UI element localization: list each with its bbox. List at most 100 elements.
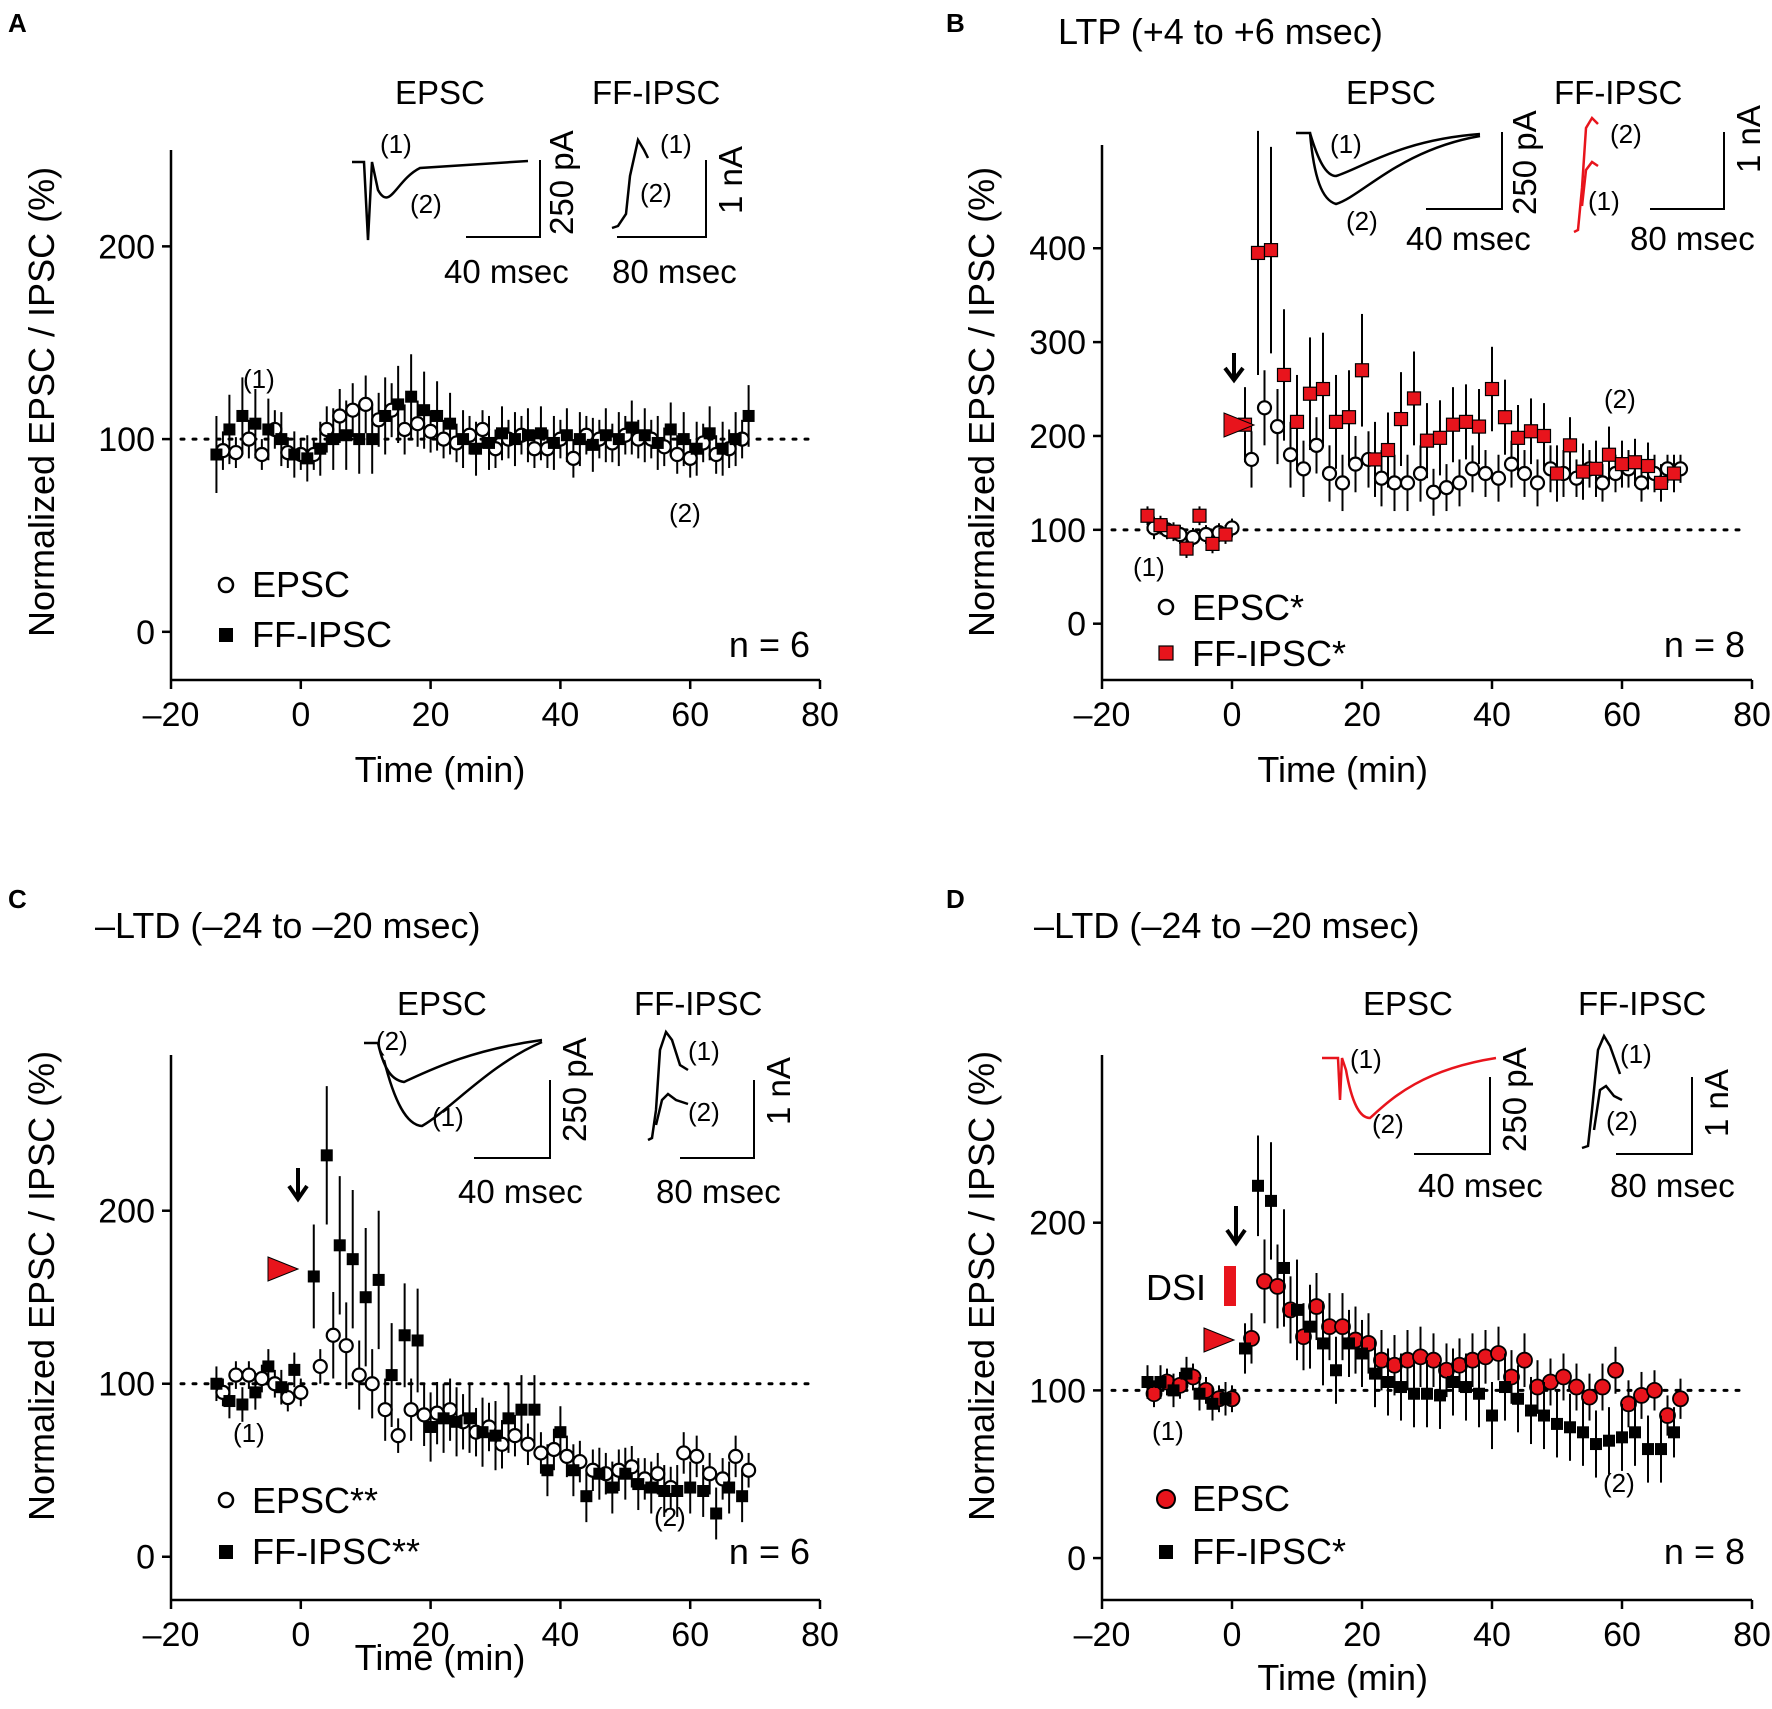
data-point: [1393, 411, 1409, 427]
data-point: [241, 1367, 257, 1383]
data-point: [1330, 1364, 1342, 1377]
data-point: [559, 1448, 575, 1464]
data-point: [1218, 527, 1233, 542]
data-point: [1304, 1320, 1316, 1333]
data-point: [423, 423, 439, 439]
scale-bar-epsc: [474, 1080, 551, 1159]
legend-label-ffipsc: FF-IPSC**: [252, 1531, 420, 1572]
data-point: [728, 1448, 744, 1464]
stimulus-arrow-icon: [287, 1168, 309, 1203]
data-point: [228, 444, 244, 461]
data-point: [1601, 447, 1617, 462]
data-point: [1497, 410, 1513, 425]
data-point: [1380, 442, 1396, 458]
data-point: [1179, 541, 1194, 556]
data-point: [638, 429, 651, 442]
x-tick-label: –20: [143, 696, 200, 734]
data-point: [1369, 1367, 1381, 1380]
inset-title-epsc: EPSC: [1363, 985, 1453, 1022]
data-point: [1640, 458, 1656, 474]
data-point: [1445, 417, 1461, 432]
data-point: [573, 433, 586, 446]
data-point: [1308, 1298, 1325, 1315]
data-point: [736, 1490, 749, 1503]
data-point: [364, 1376, 380, 1392]
scale-label-pa: 250 pA: [556, 1037, 593, 1142]
data-point: [1419, 433, 1435, 448]
data-point: [476, 1426, 489, 1439]
panel-c: C –LTD (–24 to –20 msec) –20 0 20 40 60 80 0 10…: [8, 884, 839, 1678]
legend-marker-ffipsc: [1159, 1545, 1173, 1559]
panel-b: B LTP (+4 to +6 msec) –20 0 20 40 60 80 0 100 20…: [946, 8, 1771, 790]
y-tick-label: 0: [136, 614, 155, 652]
data-point: [1408, 1387, 1420, 1400]
data-point: [431, 409, 444, 422]
data-point: [1167, 1384, 1180, 1397]
data-point: [1321, 465, 1338, 482]
data-point: [1668, 1426, 1680, 1439]
data-point: [1464, 461, 1481, 477]
data-point: [1308, 437, 1325, 453]
x-tick-label: 60: [1603, 1616, 1641, 1654]
data-point: [262, 423, 275, 436]
pairing-arrowhead-icon: [267, 1256, 300, 1282]
data-point: [1395, 1381, 1407, 1394]
data-point: [1141, 1376, 1154, 1388]
data-point: [520, 1436, 536, 1452]
inset-title-ffipsc: FF-IPSC: [1578, 985, 1706, 1022]
data-point: [397, 421, 413, 438]
data-point: [741, 1462, 757, 1478]
data-point: [1343, 1337, 1355, 1350]
data-point: [1252, 1179, 1264, 1192]
data-point: [508, 433, 521, 446]
data-point: [1166, 524, 1181, 539]
data-point: [651, 436, 664, 449]
annotation-1: (1): [1152, 1416, 1184, 1446]
data-point: [1659, 1407, 1676, 1424]
inset-traces-b: EPSC FF-IPSC (1) (2) (2) (1) 250 pA 40 m…: [1296, 74, 1767, 257]
n-label: n = 6: [729, 624, 810, 665]
data-point: [351, 1367, 367, 1383]
data-point: [606, 1481, 619, 1494]
data-point: [359, 1291, 372, 1304]
panel-letter: D: [946, 884, 965, 914]
data-point: [1278, 1261, 1290, 1274]
ffipsc-trace: [1580, 160, 1599, 207]
data-point: [301, 452, 314, 465]
scale-label-pa: 250 pA: [543, 130, 580, 235]
data-point: [314, 442, 327, 455]
data-point: [320, 1149, 333, 1162]
data-point: [1460, 1381, 1472, 1394]
data-point: [1192, 508, 1207, 523]
data-point: [1653, 475, 1669, 490]
data-point: [392, 398, 405, 411]
chart-b-ticks: –20 0 20 40 60 80 0 100 200 300 400: [1029, 145, 1771, 734]
legend-marker-ffipsc: [1158, 645, 1174, 661]
scale-label-pa: 250 pA: [1506, 110, 1543, 215]
data-point: [612, 433, 625, 446]
data-point: [403, 1402, 419, 1418]
data-point: [580, 1490, 593, 1503]
data-point: [307, 1270, 320, 1283]
data-point: [327, 433, 340, 446]
x-tick-label: –20: [1074, 1616, 1131, 1654]
data-point: [489, 1429, 502, 1442]
y-tick-label: 400: [1029, 230, 1086, 268]
data-point: [241, 431, 257, 447]
data-point: [526, 441, 543, 457]
scale-label-msec: 40 msec: [1418, 1167, 1543, 1204]
scale-label-na: 1 nA: [1730, 105, 1767, 173]
data-point: [723, 1481, 736, 1494]
data-point: [411, 1334, 424, 1347]
data-point: [1590, 1438, 1602, 1451]
legend-marker-epsc: [217, 1491, 235, 1509]
data-point: [689, 1448, 705, 1464]
x-tick-label: 0: [291, 696, 310, 734]
data-point: [1555, 1368, 1572, 1386]
data-point: [1302, 386, 1318, 401]
y-tick-label: 200: [98, 228, 155, 266]
data-point: [546, 1441, 562, 1458]
data-point: [346, 1253, 359, 1266]
data-point: [1382, 1376, 1394, 1388]
